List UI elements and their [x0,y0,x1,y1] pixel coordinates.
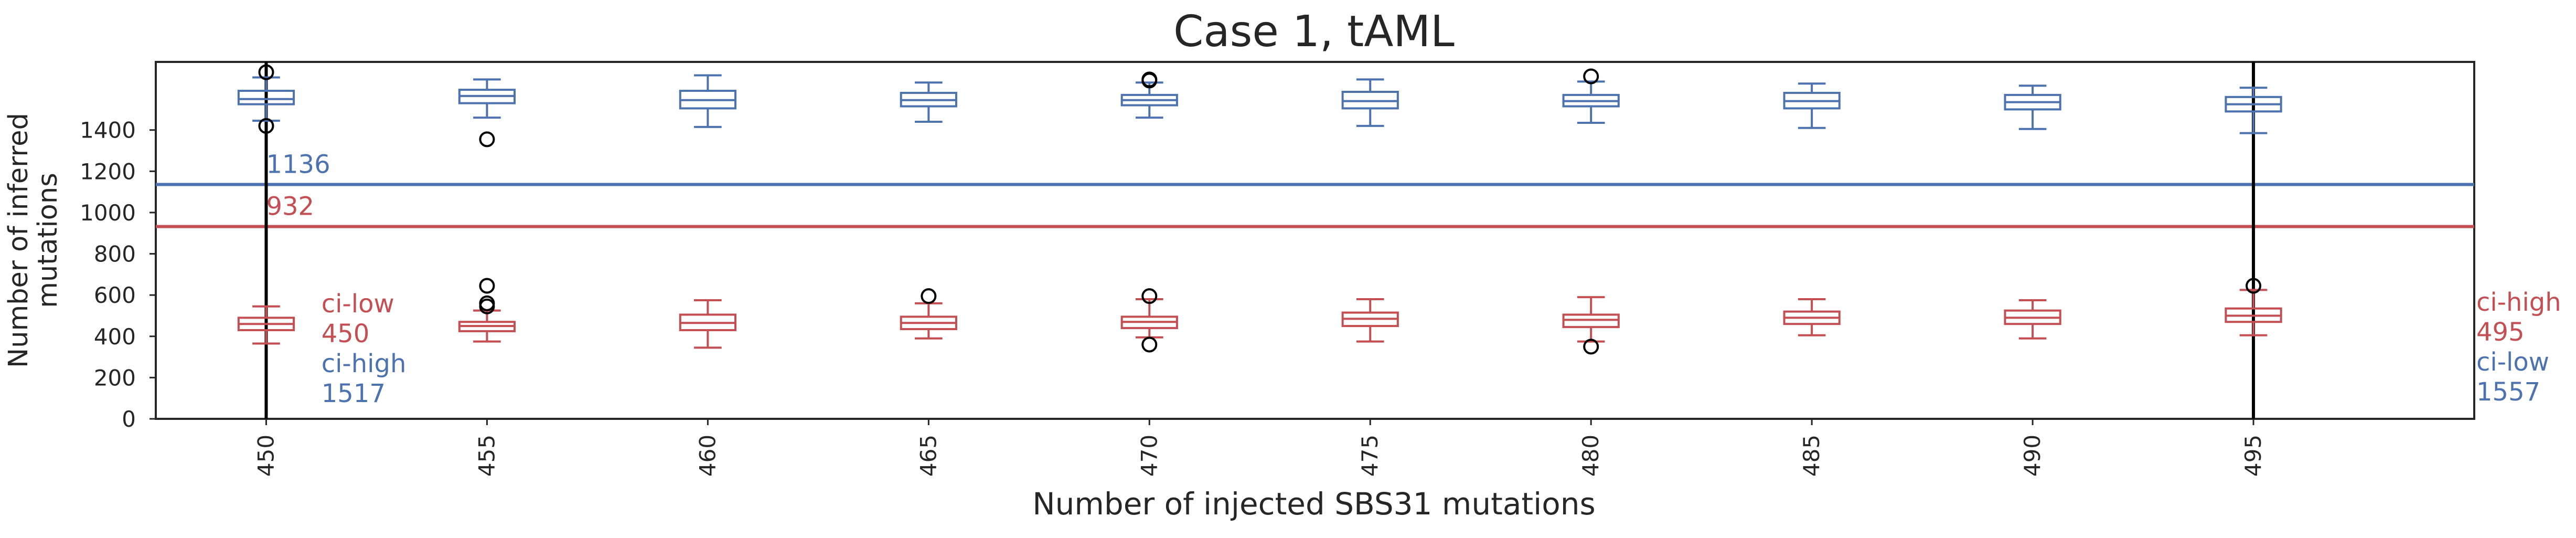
reference-line-label: 1136 [266,150,330,179]
x-tick-label: 450 [253,435,279,477]
y-tick-label: 1000 [80,200,136,226]
x-tick-label: 475 [1357,435,1383,477]
box [458,78,516,147]
x-tick-label: 455 [474,435,499,477]
x-axis-label: Number of injected SBS31 mutations [1032,486,1596,522]
x-tick-label: 465 [915,435,941,477]
box [1562,68,1620,124]
plot-area: 0 200 400 600 800 1000 1200 1400 450 455 460 465 470… [80,61,2561,477]
box-outlier [258,64,274,80]
box-outlier [479,131,495,147]
box [2004,85,2061,130]
box [1783,82,1841,129]
box [2225,278,2282,336]
box-outlier [258,118,274,134]
box-outlier [1583,68,1599,85]
box [1120,288,1178,353]
y-tick-label: 600 [94,282,136,308]
reference-line-label: 932 [266,192,314,221]
annotation-text: 1557 [2476,377,2540,407]
x-tick-label: 490 [2019,435,2045,477]
x-tick-label: 460 [694,435,720,477]
y-axis-label-line: mutations [33,173,63,308]
box-outlier [1583,339,1599,355]
y-tick-label: 800 [94,241,136,267]
annotation-text: 1517 [322,379,386,408]
annotation-text: 495 [2476,318,2525,347]
box [237,64,295,134]
y-tick-label: 1400 [80,118,136,143]
y-tick-label: 1200 [80,159,136,184]
annotation-text: ci-high [322,349,407,378]
box [1120,71,1178,119]
annotation-text: ci-low [322,289,394,319]
box-outlier [1141,336,1158,353]
y-axis-label: Number of inferredmutations [3,113,63,368]
box [900,288,957,340]
box-outlier [479,298,495,314]
box-outlier [1141,288,1158,304]
x-tick-label: 495 [2240,435,2266,477]
y-tick-label: 400 [94,324,136,350]
box [2225,87,2282,134]
chart-title: Case 1, tAML [1173,7,1455,57]
y-axis-label-line: Number of inferred [3,113,34,368]
box [237,305,295,345]
axes-frame [155,61,2475,420]
box [1783,298,1841,336]
y-tick-label: 0 [122,406,136,432]
box [1562,296,1620,355]
y-tick-label: 200 [94,365,136,391]
x-tick-label: 485 [1799,435,1824,477]
box-outlier [479,278,495,294]
annotation-text: ci-high [2476,288,2561,317]
box [679,299,737,349]
box-outlier [1141,71,1158,88]
x-tick-label: 470 [1136,435,1162,477]
box-outlier [921,288,937,304]
annotation-text: 450 [322,319,370,349]
annotation-text: ci-low [2476,347,2549,377]
x-tick-label: 480 [1578,435,1604,477]
box [1341,78,1399,127]
box-outlier [2246,278,2262,294]
box [1341,298,1399,343]
box [679,74,737,128]
box [2004,299,2061,340]
box [458,278,516,343]
box [900,81,957,123]
